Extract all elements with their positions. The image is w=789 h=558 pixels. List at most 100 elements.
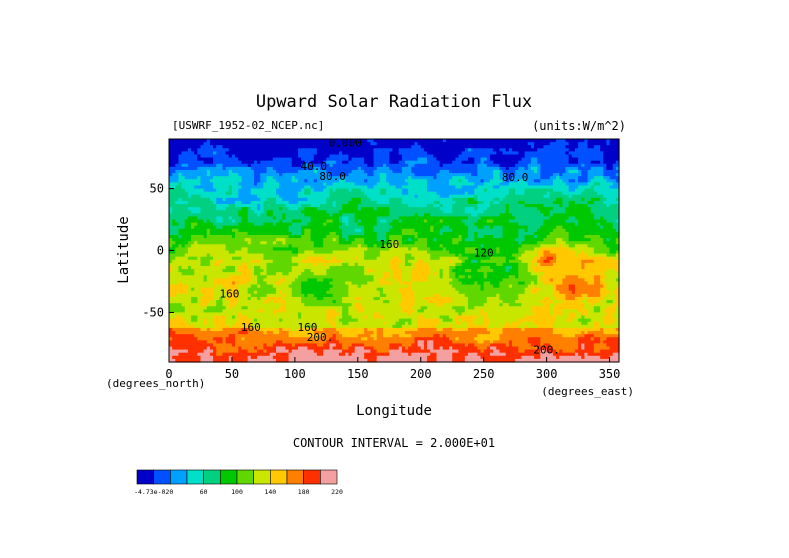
heatmap-cell [253, 148, 258, 152]
heatmap-cell [288, 207, 293, 211]
heatmap-cell [263, 191, 268, 196]
heatmap-cell [275, 200, 280, 205]
heatmap-cell [414, 213, 419, 218]
heatmap-cell [612, 176, 617, 180]
heatmap-cell [405, 228, 409, 233]
heatmap-cell [527, 163, 532, 168]
heatmap-cell [442, 185, 447, 190]
heatmap-cell [427, 244, 431, 249]
heatmap-cell [253, 222, 258, 227]
heatmap-cell [172, 210, 176, 214]
heatmap-cell [360, 142, 365, 146]
heatmap-cell [420, 216, 425, 221]
heatmap-cell [512, 241, 516, 245]
heatmap-cell [332, 157, 337, 162]
heatmap-cell [342, 216, 346, 221]
heatmap-cell [398, 207, 403, 211]
heatmap-cell [360, 188, 365, 193]
heatmap-cell [565, 176, 570, 180]
heatmap-cell [455, 157, 460, 162]
heatmap-cell [275, 222, 280, 227]
heatmap-cell [301, 241, 305, 245]
heatmap-cell [181, 228, 186, 233]
heatmap-cell [502, 244, 507, 249]
heatmap-cell [288, 241, 293, 245]
heatmap-cell [423, 176, 428, 180]
heatmap-cell [307, 207, 312, 211]
heatmap-cell [169, 188, 173, 193]
heatmap-cell [291, 191, 296, 196]
heatmap-cell [398, 157, 403, 162]
heatmap-cell [530, 231, 535, 236]
heatmap-cell [219, 200, 224, 205]
heatmap-cell [581, 210, 585, 214]
heatmap-cell [464, 166, 469, 171]
heatmap-cell [615, 188, 620, 193]
heatmap-cell [439, 194, 444, 199]
heatmap-cell [382, 169, 387, 174]
heatmap-cell [345, 235, 349, 239]
heatmap-cell [294, 194, 299, 199]
heatmap-cell [581, 191, 585, 196]
heatmap-cell [442, 191, 447, 196]
heatmap-cell [320, 169, 324, 174]
heatmap-cell [298, 194, 302, 199]
heatmap-cell [559, 176, 563, 180]
heatmap-cell [515, 207, 519, 211]
heatmap-cell [332, 194, 337, 199]
heatmap-cell [612, 228, 617, 233]
heatmap-cell [596, 176, 601, 180]
heatmap-cell [420, 176, 425, 180]
heatmap-cell [433, 238, 438, 242]
heatmap-cell [477, 160, 482, 165]
heatmap-cell [408, 191, 412, 196]
heatmap-cell [571, 179, 576, 183]
heatmap-cell [483, 244, 488, 249]
heatmap-cell [373, 191, 378, 196]
heatmap-cell [351, 197, 356, 202]
heatmap-cell [596, 179, 601, 183]
heatmap-cell [178, 216, 183, 221]
heatmap-cell [291, 154, 296, 159]
heatmap-cell [436, 228, 441, 233]
heatmap-cell [530, 200, 535, 205]
heatmap-cell [477, 216, 482, 221]
heatmap-cell [512, 191, 516, 196]
heatmap-cell [603, 160, 608, 165]
heatmap-cell [455, 222, 460, 227]
heatmap-cell [285, 194, 290, 199]
heatmap-cell [534, 142, 538, 146]
heatmap-cell [502, 213, 507, 218]
heatmap-cell [502, 238, 507, 242]
heatmap-cell [609, 185, 614, 190]
heatmap-cell [499, 176, 504, 180]
heatmap-cell [213, 213, 217, 218]
heatmap-cell [250, 216, 255, 221]
heatmap-cell [433, 148, 438, 152]
heatmap-cell [442, 176, 447, 180]
heatmap-cells [169, 139, 620, 363]
heatmap-cell [329, 235, 334, 239]
heatmap-cell [200, 197, 205, 202]
heatmap-cell [568, 231, 573, 236]
heatmap-cell [578, 154, 582, 159]
heatmap-cell [320, 235, 324, 239]
heatmap-cell [219, 207, 224, 211]
heatmap-cell [433, 160, 438, 165]
heatmap-cell [178, 241, 183, 245]
heatmap-cell [581, 179, 585, 183]
heatmap-cell [386, 157, 390, 162]
heatmap-cell [483, 222, 488, 227]
heatmap-cell [181, 219, 186, 224]
heatmap-cell [436, 231, 441, 236]
heatmap-cell [493, 225, 497, 230]
heatmap-cell [184, 238, 189, 242]
heatmap-cell [326, 182, 331, 187]
heatmap-cell [401, 139, 406, 143]
heatmap-cell [250, 188, 255, 193]
heatmap-cell [518, 225, 523, 230]
heatmap-cell [430, 139, 434, 143]
heatmap-cell [313, 210, 318, 214]
heatmap-cell [389, 169, 394, 174]
heatmap-cell [241, 216, 246, 221]
